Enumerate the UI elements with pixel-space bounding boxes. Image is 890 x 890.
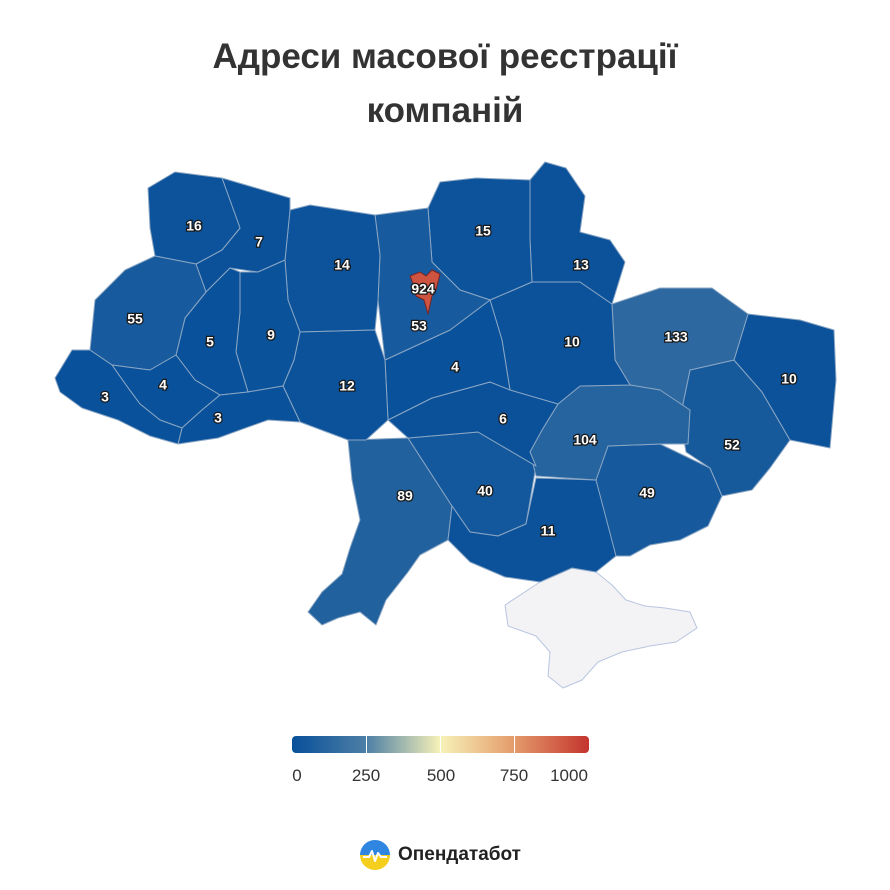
region-kyiv-city <box>409 269 441 315</box>
value-label-poltava: 10 <box>564 334 580 350</box>
region-volyn <box>147 171 241 265</box>
value-label-odesa: 89 <box>397 488 413 504</box>
value-label-ternopil: 5 <box>206 334 214 350</box>
region-vinnytsia <box>282 329 389 441</box>
opendatabot-logo-icon <box>360 840 390 870</box>
value-label-khmelnytskyi: 9 <box>267 327 275 343</box>
value-label-vinnytsia: 12 <box>339 378 355 394</box>
color-scale-label-1000: 1000 <box>550 766 588 785</box>
regions-layer <box>54 161 837 689</box>
value-label-chernivtsi: 3 <box>214 410 222 426</box>
value-label-luhansk: 10 <box>781 371 797 387</box>
value-label-kherson: 11 <box>541 523 556 539</box>
value-label-ivano-frankivsk: 4 <box>159 377 167 393</box>
value-label-kyiv-oblast: 53 <box>411 318 427 334</box>
map-title-line-1: Адреси масової реєстрації <box>212 37 678 76</box>
color-scale-tick <box>440 736 441 753</box>
value-label-zaporizhzhia: 49 <box>639 485 655 501</box>
value-label-cherkasy: 4 <box>451 359 459 375</box>
color-scale-label-250: 250 <box>351 766 381 785</box>
value-label-zhytomyr: 14 <box>334 257 350 273</box>
value-label-donetsk: 52 <box>724 437 740 453</box>
value-label-dnipropetrovsk: 104 <box>573 432 597 448</box>
map-title: Адреси масової реєстрації компаній <box>0 30 890 138</box>
region-luhansk <box>733 313 837 449</box>
brand-footer: Опендатабот <box>360 838 521 872</box>
value-label-kharkiv: 133 <box>664 329 688 345</box>
value-label-rivne: 7 <box>255 234 263 250</box>
color-scale-tick <box>514 736 515 753</box>
region-crimea <box>504 567 698 689</box>
value-label-zakarpattia: 3 <box>101 389 109 405</box>
value-label-sumy: 13 <box>573 257 589 273</box>
value-label-volyn: 16 <box>186 218 202 234</box>
map-title-line-2: компаній <box>366 91 524 130</box>
color-scale-label-500: 500 <box>426 766 456 785</box>
color-scale-bar <box>292 736 589 753</box>
value-label-kirovohrad: 6 <box>499 411 507 427</box>
value-label-lviv: 55 <box>127 311 143 327</box>
brand-name: Опендатабот <box>398 844 521 865</box>
color-scale-tick <box>366 736 367 753</box>
region-zakarpattia <box>54 349 183 445</box>
color-scale-label-0: 0 <box>292 766 302 785</box>
value-labels-layer: 16 7 14 53 924 15 13 55 5 9 3 4 3 12 4 1… <box>100 216 798 540</box>
region-zhytomyr <box>284 204 381 333</box>
value-label-kyiv-city: 924 <box>411 281 435 297</box>
value-label-chernihiv: 15 <box>475 223 491 239</box>
color-scale-label-750: 750 <box>499 766 529 785</box>
value-label-mykolaiv: 40 <box>477 483 493 499</box>
